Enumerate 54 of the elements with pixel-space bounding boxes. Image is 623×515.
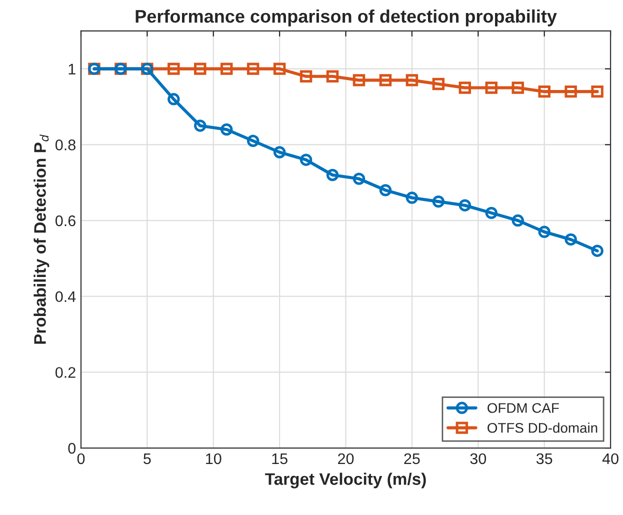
x-axis-title: Target Velocity (m/s) (265, 472, 426, 488)
point (300, 154, 312, 166)
point (458, 82, 472, 94)
point (538, 85, 550, 98)
point (273, 146, 286, 158)
y-tick-label: 1 (68, 64, 76, 74)
point (379, 74, 392, 86)
point (564, 85, 577, 98)
x-tick-label: 15 (272, 453, 288, 464)
point (326, 70, 339, 83)
point (168, 93, 180, 106)
y-tick-label: 0.2 (55, 367, 76, 378)
y-axis-title: Probability of Detection P$_{d}$ (34, 134, 50, 344)
x-tick-label: 35 (536, 453, 552, 464)
x-tick-label: 40 (602, 453, 618, 464)
x-tick-label: 0 (77, 453, 85, 464)
y-tick-label: 0.4 (55, 291, 76, 302)
point (300, 70, 312, 83)
point (352, 172, 366, 185)
point (591, 85, 604, 98)
point (379, 184, 392, 196)
point (485, 82, 498, 94)
x-tick-label: 30 (470, 453, 486, 464)
point (538, 226, 550, 238)
point (485, 206, 498, 220)
point (246, 134, 260, 147)
point (591, 244, 604, 257)
point (432, 78, 445, 90)
point (168, 62, 180, 75)
point (432, 195, 445, 208)
y-tick-label: 0.8 (55, 140, 76, 150)
legend-label: OTFS DD-domain (488, 422, 598, 433)
chart-title: Performance comparison of detection propability (136, 9, 557, 26)
x-tick-label: 10 (206, 453, 222, 464)
x-tick-label: 25 (404, 453, 420, 464)
y-tick-label: 0 (68, 442, 76, 454)
point (220, 123, 233, 136)
point (564, 233, 577, 246)
point (220, 62, 233, 75)
x-tick-label: 5 (144, 453, 151, 464)
point (512, 214, 524, 227)
legend-label: OFDM CAF (488, 403, 559, 413)
point (406, 192, 418, 204)
x-tick-label: 20 (338, 453, 354, 464)
point (194, 120, 206, 132)
point (458, 199, 472, 212)
point (273, 62, 286, 75)
point (352, 74, 366, 86)
point (194, 62, 206, 75)
point (406, 74, 418, 86)
point (246, 62, 260, 75)
y-tick-label: 0.6 (55, 215, 76, 226)
point (326, 168, 339, 182)
point (512, 82, 524, 94)
